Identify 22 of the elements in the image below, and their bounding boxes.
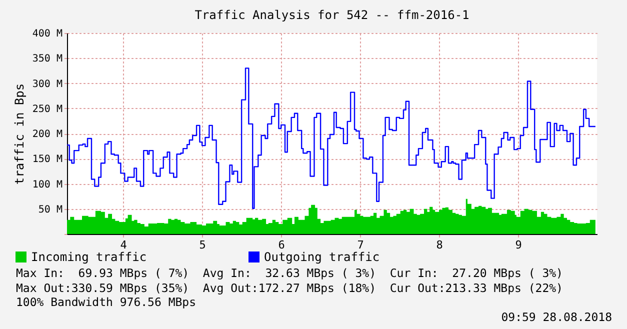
x-tick-label: 4 [120,238,128,252]
y-tick-label: 150 M [32,154,62,166]
text: Max In: 69.93 MBps ( 7%) Avg In: 32.63 MBps ( 3%) Cur In: 27.20 MBps ( 3%) [16,266,564,280]
y-tick-label: 350 M [32,54,62,65]
text: 100% Bandwidth 976.56 MBps [16,295,198,310]
text: 09:59 28.08.2018 [500,310,612,324]
y-tick-label: 250 M [32,104,62,115]
legend-label: Incoming traffic [31,250,147,264]
y-tick-label: 200 M [32,129,62,140]
text: Max Out:330.59 MBps (35%) Avg Out:172.27 MBps (18%) Cur Out:213.33 MBps (22%) [16,280,564,295]
x-tick-label: 5 [199,238,206,252]
y-tick-label: 100 M [32,179,62,190]
y-tick-label: 400 M [32,28,62,40]
legend-label: Outgoing traffic [264,250,380,264]
x-tick-label: 9 [515,238,522,252]
x-tick-label: 8 [436,238,443,252]
x-tick-label: 7 [357,238,364,252]
chart-title: Traffic Analysis for 542 -- ffm-2016-1 [194,8,470,22]
x-tick-label: 6 [278,238,285,252]
y-tick-label: 300 M [32,78,62,90]
y-axis-title: traffic in Bps [12,83,26,185]
y-tick-label: 50 M [38,204,62,216]
